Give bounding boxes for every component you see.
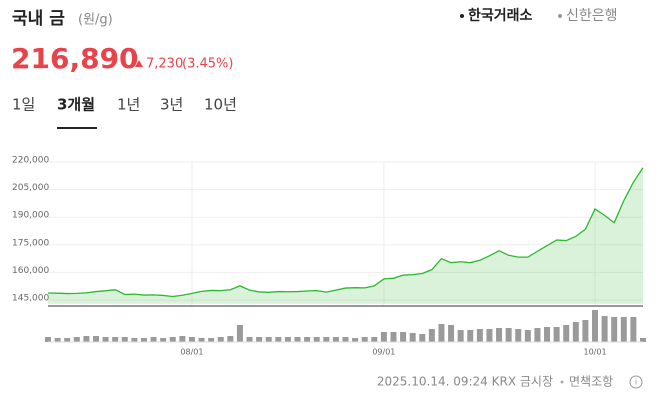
volume-bar <box>620 317 627 342</box>
period-tab[interactable]: 3개월 <box>57 96 95 114</box>
period-tab[interactable]: 10년 <box>204 96 237 114</box>
volume-bar <box>284 337 291 342</box>
volume-bar <box>265 337 272 342</box>
volume-bar <box>45 337 51 342</box>
title: 국내 금 <box>12 9 65 29</box>
info-icon-glyph: i <box>635 378 637 387</box>
volume-bar <box>390 332 397 342</box>
volume-bar <box>304 337 311 342</box>
volume-bar <box>73 337 80 342</box>
volume-bar <box>208 338 215 342</box>
volume-bar <box>524 330 531 342</box>
area <box>48 167 643 304</box>
volume-bar <box>457 330 464 342</box>
volume-bar <box>160 338 167 342</box>
volume-bar <box>611 317 618 342</box>
bullet <box>460 14 464 18</box>
volume-bar <box>352 338 359 342</box>
volume-bar <box>371 337 378 342</box>
y-tick-label: 160,000 <box>12 266 49 276</box>
volume-bar <box>467 330 474 342</box>
disclaimer[interactable]: 면책조항 <box>569 374 613 389</box>
volume-bar <box>150 337 157 342</box>
volume-bar <box>323 337 330 342</box>
volume-bar <box>438 324 445 342</box>
volume-bar <box>380 332 387 342</box>
price: 216,890 <box>11 42 139 75</box>
volume-bar <box>256 337 263 342</box>
volume-bar <box>505 328 512 342</box>
tab-underline <box>57 127 97 129</box>
volume-bar <box>179 336 186 342</box>
volume-bar <box>217 337 224 342</box>
volume-bar <box>92 336 99 342</box>
volume-bar <box>131 338 138 342</box>
info-icon[interactable] <box>629 375 643 389</box>
volume-bar <box>419 334 426 342</box>
volume-bar <box>592 310 599 342</box>
volume-bar <box>313 337 320 342</box>
price-line <box>47 167 644 298</box>
source-tab[interactable]: 한국거래소 <box>468 8 533 24</box>
y-tick-label: 175,000 <box>12 238 49 248</box>
volume-bar <box>236 325 243 342</box>
volume-bar <box>169 337 176 342</box>
volume-bar <box>640 338 646 342</box>
x-tick-label: 09/01 <box>372 348 395 357</box>
volume-bar <box>227 336 234 342</box>
volume-bar <box>630 317 637 342</box>
y-tick-label: 190,000 <box>12 211 49 221</box>
volume-bar <box>54 338 61 342</box>
volume-bar <box>476 329 483 342</box>
volume-bar <box>342 337 349 342</box>
volume-bar <box>515 329 522 342</box>
volume-bar <box>428 329 435 342</box>
dot <box>560 380 564 384</box>
change-pct: (3.45%) <box>182 57 233 72</box>
bullet <box>558 14 562 18</box>
volume-bar <box>188 337 195 342</box>
volume-bar <box>563 325 570 342</box>
volume-bar <box>83 336 90 342</box>
volume-bar <box>112 337 119 342</box>
y-tick-label: 145,000 <box>12 294 49 304</box>
volume-bar <box>496 328 503 342</box>
volume-bar <box>361 337 368 342</box>
volume-bar <box>553 327 560 342</box>
volume-bar <box>534 328 541 342</box>
volume-bar <box>332 337 339 342</box>
period-tab[interactable]: 1년 <box>117 96 140 114</box>
change: 7,230 <box>146 57 183 72</box>
volume-bar <box>582 320 589 342</box>
volume-bar <box>544 327 551 342</box>
source-tab[interactable]: 신한은행 <box>566 8 618 24</box>
volume-bar <box>102 337 109 342</box>
x-tick-label: 08/01 <box>180 348 203 357</box>
up-arrow <box>135 60 143 67</box>
period-tab[interactable]: 1일 <box>12 96 35 114</box>
volume-bar <box>275 337 282 342</box>
x-tick-label: 10/01 <box>583 348 606 357</box>
volume-bar <box>198 338 205 342</box>
volume-bar <box>400 332 407 342</box>
volume-bar <box>121 337 128 342</box>
volume-bar <box>140 338 147 342</box>
volume-bar <box>572 322 579 342</box>
volume-bar <box>448 325 455 342</box>
volume-bar <box>64 338 71 342</box>
volume-bar <box>409 333 416 342</box>
period-tab[interactable]: 3년 <box>160 96 183 114</box>
y-tick-label: 220,000 <box>12 156 49 166</box>
volume-bar <box>486 329 493 342</box>
volume-bar <box>601 316 608 342</box>
volume-bar <box>246 337 253 342</box>
timestamp: 2025.10.14. 09:24 KRX 금시장 <box>377 375 553 389</box>
volume-bar <box>294 337 301 342</box>
unit: (원/g) <box>78 13 113 28</box>
y-tick-label: 205,000 <box>12 183 49 193</box>
